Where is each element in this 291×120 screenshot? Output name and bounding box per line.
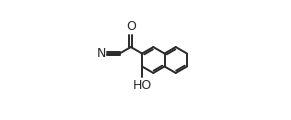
Text: O: O [126,20,136,33]
Text: HO: HO [133,79,152,92]
Text: N: N [97,47,106,60]
